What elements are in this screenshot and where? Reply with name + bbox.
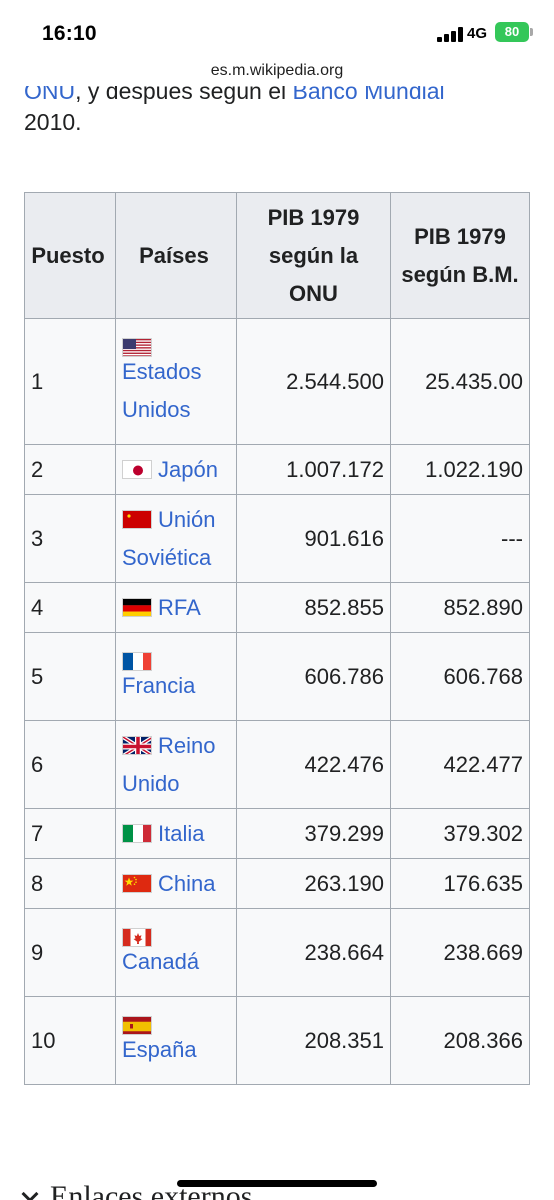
- rank-cell: 5: [24, 632, 116, 721]
- battery-tip: [530, 28, 533, 36]
- gdp-bm-cell: 422.477: [390, 720, 530, 809]
- country-link[interactable]: Japón: [158, 456, 218, 482]
- rank-cell: 9: [24, 908, 116, 997]
- table-row: 10 España 208.351 208.366: [24, 996, 530, 1085]
- gdp-bm-cell: 852.890: [390, 582, 530, 633]
- rank-cell: 7: [24, 808, 116, 859]
- gdp-onu-cell: 606.786: [236, 632, 391, 721]
- country-cell: Italia: [115, 808, 237, 859]
- gdp-bm-cell: 25.435.00: [390, 318, 530, 445]
- rank-cell: 8: [24, 858, 116, 909]
- year-text: 2010.: [24, 109, 82, 135]
- gdp-bm-cell: 238.669: [390, 908, 530, 997]
- spain-flag-icon: [122, 1016, 152, 1035]
- japan-flag-icon: [122, 459, 152, 479]
- country-link[interactable]: Estados Unidos: [122, 359, 202, 422]
- gdp-onu-cell: 852.855: [236, 582, 391, 633]
- table-row: 9 Canadá 238.664 238.669: [24, 908, 530, 997]
- battery-level: 80: [504, 24, 520, 39]
- gdp-onu-cell: 379.299: [236, 808, 391, 859]
- country-link[interactable]: Francia: [122, 673, 196, 698]
- table-row: 7 Italia 379.299 379.302: [24, 808, 530, 859]
- partial-text: , y después según el: [75, 86, 293, 104]
- network-type: 4G: [467, 25, 488, 42]
- country-cell: Francia: [115, 632, 237, 721]
- rank-cell: 4: [24, 582, 116, 633]
- gdp-onu-cell: 263.190: [236, 858, 391, 909]
- battery-icon: 80: [495, 22, 529, 42]
- rank-cell: 1: [24, 318, 116, 445]
- gdp-bm-cell: 1.022.190: [390, 444, 530, 495]
- rank-cell: 2: [24, 444, 116, 495]
- country-link[interactable]: RFA: [158, 594, 201, 620]
- onu-link[interactable]: ONU: [24, 86, 76, 104]
- url-bar[interactable]: es.m.wikipedia.org: [210, 62, 344, 79]
- country-cell: RFA: [115, 582, 237, 633]
- chevron-down-icon: [21, 1185, 39, 1200]
- article-text: ONU, y después según el Banco Mundial 20…: [24, 86, 544, 140]
- table-row: 5 Francia 606.786 606.768: [24, 632, 530, 721]
- gdp-onu-cell: 901.616: [236, 494, 391, 583]
- gdp-bm-cell: 379.302: [390, 808, 530, 859]
- gdp-onu-cell: 208.351: [236, 996, 391, 1085]
- rank-cell: 6: [24, 720, 116, 809]
- country-link[interactable]: China: [158, 870, 216, 896]
- table-row: 2 Japón 1.007.172 1.022.190: [24, 444, 530, 495]
- status-time: 16:10: [42, 22, 97, 45]
- table-header-row: Puesto Países PIB 1979 según la ONU PIB …: [24, 192, 530, 319]
- italy-flag-icon: [122, 823, 152, 843]
- country-link[interactable]: Italia: [158, 820, 205, 846]
- us-flag-icon: [122, 338, 152, 357]
- gdp-bm-cell: ---: [390, 494, 530, 583]
- country-link[interactable]: Canadá: [122, 949, 200, 974]
- home-indicator: [177, 1180, 377, 1187]
- cellular-signal-icon: [437, 27, 463, 42]
- table-row: 6 Reino Unido 422.476 422.477: [24, 720, 530, 809]
- header-onu: PIB 1979 según la ONU: [236, 192, 391, 319]
- country-link[interactable]: Reino Unido: [122, 732, 216, 796]
- china-flag-icon: [122, 873, 152, 893]
- header-bm: PIB 1979 según B.M.: [390, 192, 530, 319]
- france-flag-icon: [122, 652, 152, 671]
- gdp-onu-cell: 422.476: [236, 720, 391, 809]
- banco-mundial-link[interactable]: Banco Mundial: [292, 86, 445, 104]
- uk-flag-icon: [122, 735, 152, 755]
- gdp-bm-cell: 176.635: [390, 858, 530, 909]
- table-row: 4 RFA 852.855 852.890: [24, 582, 530, 633]
- gdp-onu-cell: 1.007.172: [236, 444, 391, 495]
- country-cell: Canadá: [115, 908, 237, 997]
- country-cell: China: [115, 858, 237, 909]
- gdp-onu-cell: 2.544.500: [236, 318, 391, 445]
- table-row: 3 Unión Soviética 901.616 ---: [24, 494, 530, 583]
- country-cell: España: [115, 996, 237, 1085]
- table-row: 8 China 263.190 176.635: [24, 858, 530, 909]
- status-bar: 16:10 4G 80: [0, 0, 554, 62]
- gdp-bm-cell: 208.366: [390, 996, 530, 1085]
- header-rank: Puesto: [24, 192, 116, 319]
- canada-flag-icon: [122, 928, 152, 947]
- table-row: 1 Estados Unidos 2.544.500 25.435.00: [24, 318, 530, 445]
- country-cell: Reino Unido: [115, 720, 237, 809]
- country-cell: Unión Soviética: [115, 494, 237, 583]
- country-cell: Estados Unidos: [115, 318, 237, 445]
- rank-cell: 10: [24, 996, 116, 1085]
- ussr-flag-icon: [122, 509, 152, 529]
- gdp-bm-cell: 606.768: [390, 632, 530, 721]
- rank-cell: 3: [24, 494, 116, 583]
- header-country: Países: [115, 192, 237, 319]
- west-germany-flag-icon: [122, 597, 152, 617]
- gdp-table: Puesto Países PIB 1979 según la ONU PIB …: [24, 192, 530, 1085]
- gdp-onu-cell: 238.664: [236, 908, 391, 997]
- country-link[interactable]: Unión Soviética: [122, 506, 216, 570]
- partial-line: ONU, y después según el Banco Mundial: [24, 86, 544, 104]
- country-link[interactable]: España: [122, 1037, 197, 1062]
- country-cell: Japón: [115, 444, 237, 495]
